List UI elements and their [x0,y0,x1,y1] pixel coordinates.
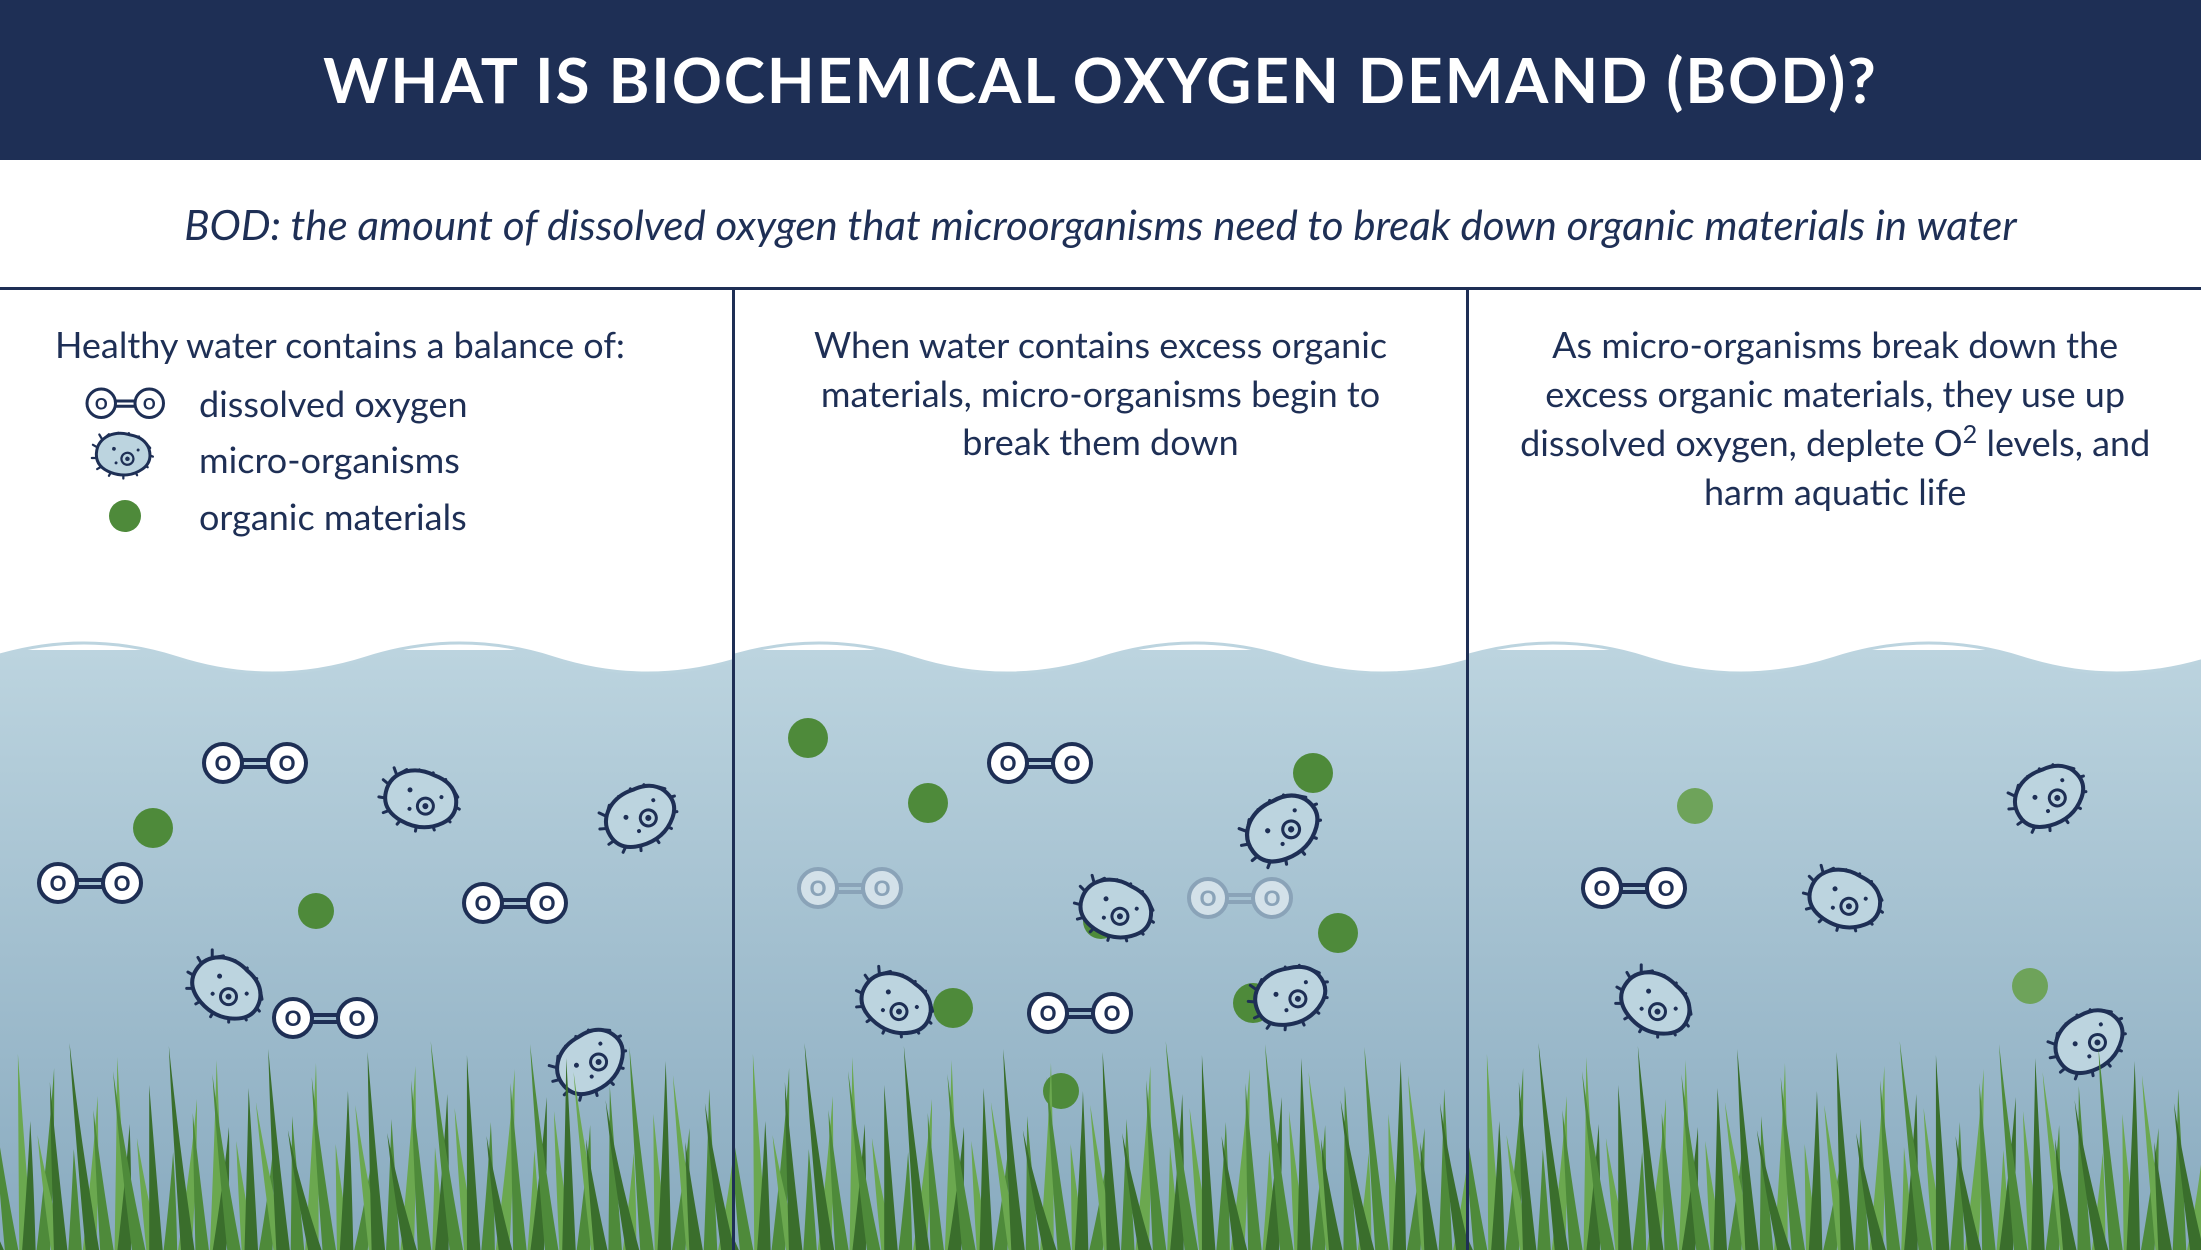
legend-row-oxygen: O O dissolved oxygen [75,379,692,428]
subtitle-band: BOD: the amount of dissolved oxygen that… [0,160,2201,290]
legend-row-microbe: micro-organisms [75,435,692,484]
panel-1: Healthy water contains a balance of: O O… [0,290,735,1250]
microbe-icon [2004,760,2100,836]
panel-2-text: When water contains excess organic mater… [735,290,1467,610]
svg-text:O: O [1199,886,1216,911]
svg-text:O: O [1658,876,1675,901]
svg-text:O: O [214,751,231,776]
oxygen-molecule: O O [795,865,905,915]
subtitle-text: BOD: the amount of dissolved oxygen that… [184,199,2017,249]
panels-row: Healthy water contains a balance of: O O… [0,290,2201,1250]
legend-label: dissolved oxygen [199,379,468,428]
microbe-icon [1799,865,1895,941]
panel-3-water: O O [1469,610,2201,1250]
svg-text:O: O [95,395,108,413]
header-banner: WHAT IS BIOCHEMICAL OXYGEN DEMAND (BOD)? [0,0,2201,160]
legend-label: micro-organisms [199,435,460,484]
svg-text:O: O [1594,876,1611,901]
panel-1-water: O O O O O O O O [0,610,732,1250]
panel-2-water: O O O O O O O O [735,610,1467,1250]
organic-dot [905,780,951,830]
svg-text:O: O [278,751,295,776]
svg-text:O: O [538,891,555,916]
microbe-icon [375,765,471,841]
svg-text:O: O [49,871,66,896]
panel-1-heading: Healthy water contains a balance of: [55,320,692,369]
panel-3-heading: As micro-organisms break down the excess… [1509,320,2161,515]
svg-text:O: O [999,751,1016,776]
panel-2-heading: When water contains excess organic mater… [775,320,1427,466]
svg-text:O: O [474,891,491,916]
svg-text:O: O [1063,751,1080,776]
legend-row-organic: organic materials [75,492,692,541]
panel-3-text: As micro-organisms break down the excess… [1469,290,2201,610]
organic-dot [130,805,176,855]
organic-icon [75,494,175,538]
legend-label: organic materials [199,492,467,541]
svg-text:O: O [873,876,890,901]
microbe-icon [75,437,175,481]
organic-dot [785,715,831,765]
microbe-icon [595,780,691,856]
organic-dot [295,890,337,936]
page-title: WHAT IS BIOCHEMICAL OXYGEN DEMAND (BOD)? [323,43,1878,117]
svg-text:O: O [1263,886,1280,911]
organic-dot [1674,785,1716,831]
svg-text:O: O [809,876,826,901]
panel-3: As micro-organisms break down the excess… [1469,290,2201,1250]
oxygen-molecule: O O [1579,865,1689,915]
svg-text:O: O [113,871,130,896]
oxygen-molecule: O O [200,740,310,790]
oxygen-molecule: O O [460,880,570,930]
microbe-icon [1070,875,1166,951]
panel-2: When water contains excess organic mater… [735,290,1470,1250]
microbe-icon [1235,790,1336,870]
legend: O O dissolved oxygen micro-organisms org… [55,379,692,541]
oxygen-icon: O O [75,381,175,425]
panel-1-text: Healthy water contains a balance of: O O… [0,290,732,610]
oxygen-molecule: O O [1185,875,1295,925]
oxygen-molecule: O O [985,740,1095,790]
grass [0,990,732,1250]
grass [1469,990,2201,1250]
grass [735,990,1467,1250]
oxygen-molecule: O O [35,860,145,910]
svg-text:O: O [143,395,156,413]
